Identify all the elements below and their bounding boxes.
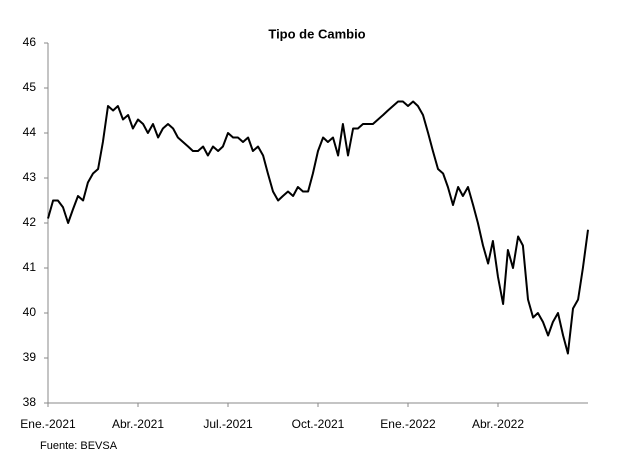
x-tick-label: Abr.-2021	[112, 417, 164, 431]
line-series	[47, 100, 589, 355]
y-tick-label: 41	[23, 260, 37, 274]
y-tick-label: 40	[23, 305, 37, 319]
y-tick-label: 42	[23, 215, 37, 229]
y-tick-label: 46	[23, 35, 37, 49]
y-tick-label: 39	[23, 350, 37, 364]
x-tick-label: Ene.-2022	[380, 417, 436, 431]
x-tick-label: Oct.-2021	[292, 417, 345, 431]
x-tick-label: Jul.-2021	[203, 417, 253, 431]
y-tick-label: 38	[23, 395, 37, 409]
y-tick-label: 43	[23, 170, 37, 184]
x-tick-label: Ene.-2021	[20, 417, 76, 431]
y-tick-label: 45	[23, 80, 37, 94]
y-tick-label: 44	[23, 125, 37, 139]
x-tick-label: Abr.-2022	[472, 417, 524, 431]
chart-title: Tipo de Cambio	[268, 26, 365, 41]
source-note: Fuente: BEVSA	[40, 440, 118, 452]
